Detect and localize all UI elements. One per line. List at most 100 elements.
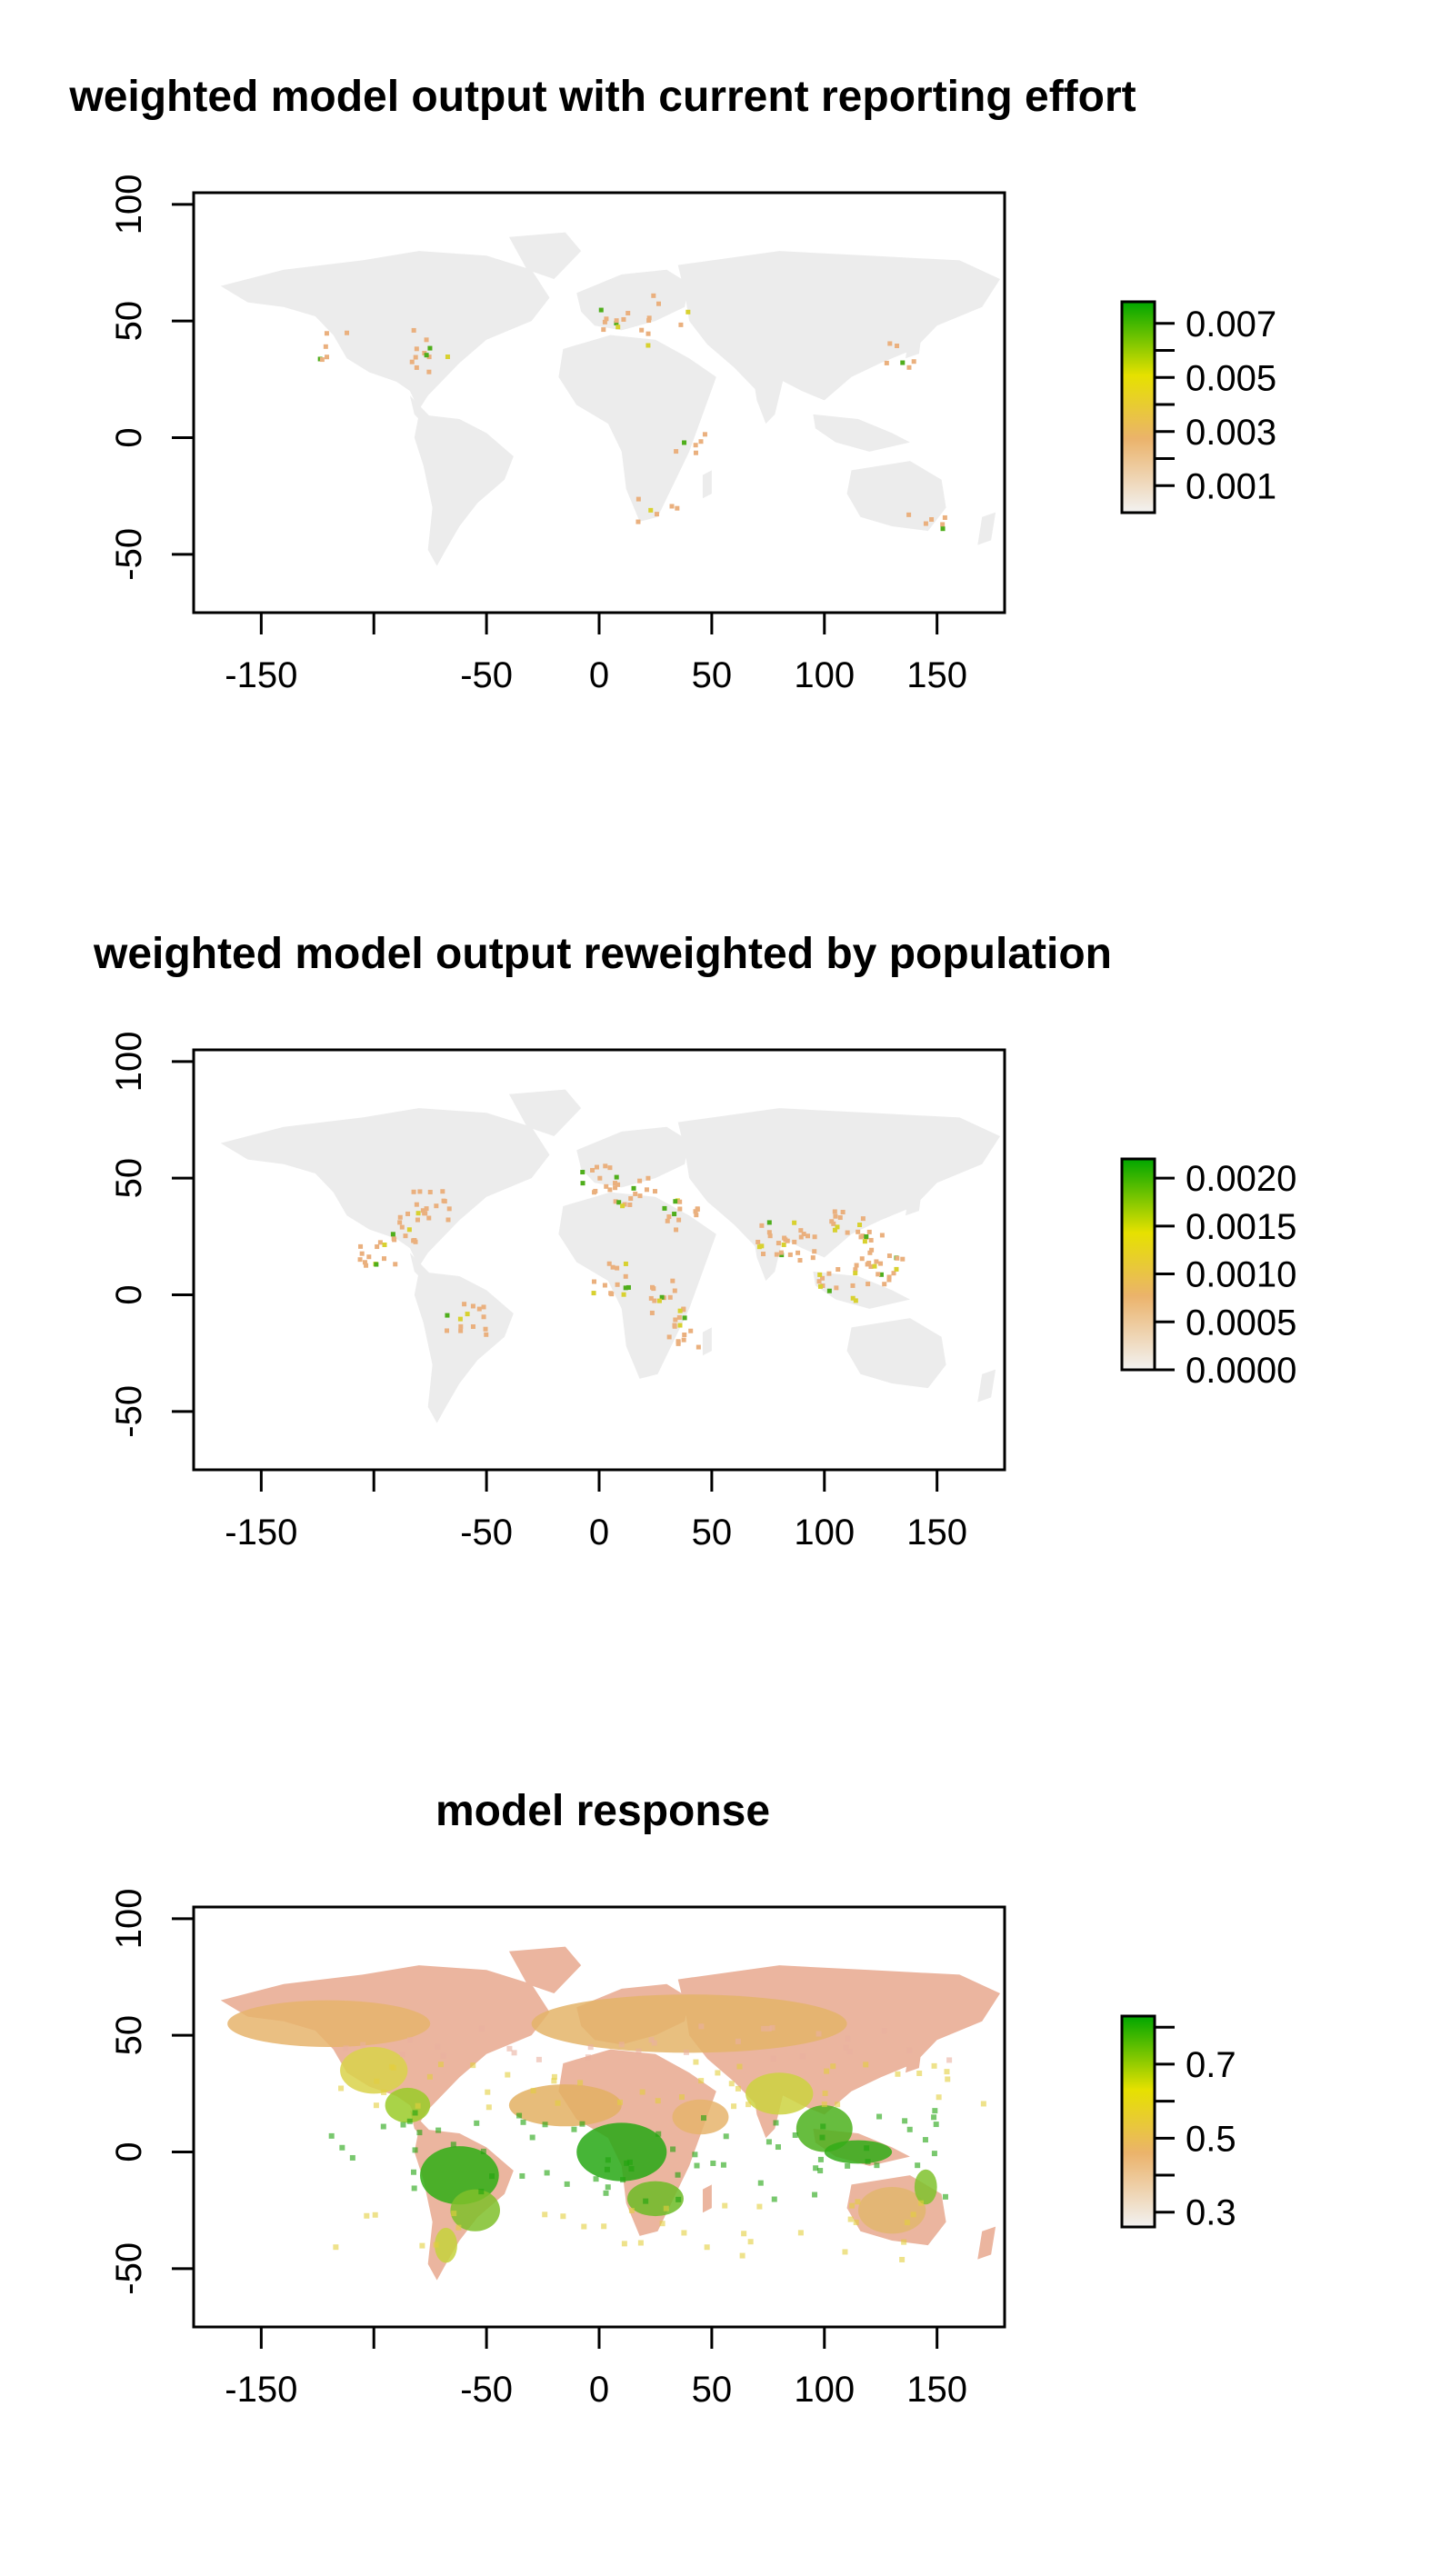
y-tick-label: 100	[109, 1888, 149, 1949]
response-patch	[450, 2189, 500, 2232]
response-pixel	[842, 2249, 848, 2255]
response-pixel	[916, 2070, 923, 2076]
response-pixel	[626, 2159, 633, 2165]
y-tick-label: 50	[109, 2015, 149, 2056]
hotspot-pixel	[324, 331, 329, 336]
hotspot-pixel	[850, 1295, 856, 1301]
legend: 0.0000 0.0005 0.0010 0.0015 0.0020	[1120, 1157, 1296, 1391]
response-pixel	[849, 2202, 856, 2209]
hotspot-pixel	[787, 1252, 793, 1257]
response-pixel	[775, 2144, 781, 2151]
hotspot-pixel	[607, 1165, 613, 1171]
hotspot-pixel	[652, 1298, 657, 1303]
response-pixel	[845, 2162, 851, 2169]
response-pixel	[817, 2156, 824, 2162]
hotspot-pixel	[874, 1259, 879, 1264]
hotspot-pixel	[653, 1189, 658, 1194]
hotspot-pixel	[411, 327, 416, 333]
response-pixel	[374, 2078, 380, 2084]
response-pixel	[433, 2242, 439, 2248]
hotspot-pixel	[445, 1328, 450, 1333]
response-pixel	[865, 2159, 871, 2165]
hotspot-pixel	[878, 1261, 884, 1266]
chart-panel-3: model response -150 -50 0 50 100 150 100 50 0 -50 0…	[109, 1787, 1236, 2410]
hotspot-pixel	[615, 1282, 620, 1287]
hotspot-pixel	[623, 1285, 628, 1291]
hotspot-pixel	[826, 1288, 832, 1293]
response-pixel	[720, 2162, 726, 2168]
hotspot-pixel	[674, 449, 679, 454]
hotspot-pixel	[832, 1209, 837, 1214]
hotspot-pixel	[810, 1255, 816, 1261]
hotspot-pixel	[778, 1250, 784, 1255]
hotspot-pixel	[646, 318, 652, 324]
response-pixel	[412, 2147, 418, 2153]
hotspot-pixel	[590, 1167, 595, 1173]
response-pixel	[579, 2121, 585, 2127]
response-pixel	[655, 2098, 661, 2104]
hotspot-pixel	[614, 318, 619, 324]
hotspot-pixel	[756, 1244, 762, 1250]
hotspot-pixel	[648, 507, 654, 513]
chart-panel-2: weighted model output reweighted by popu…	[93, 930, 1296, 1553]
hotspot-pixel	[458, 1323, 464, 1329]
hotspot-pixel	[886, 1274, 892, 1280]
response-pixel	[792, 2132, 798, 2138]
response-pixel	[551, 2078, 557, 2084]
hotspot-pixel	[878, 1272, 884, 1277]
hotspot-pixel	[620, 1203, 625, 1209]
response-pixel	[820, 2123, 826, 2130]
response-pixel	[601, 2223, 607, 2230]
hotspot-pixel	[834, 1285, 839, 1291]
response-pixel	[816, 2031, 822, 2037]
hotspot-pixel	[845, 1230, 850, 1235]
response-pixel	[678, 2094, 685, 2101]
legend-tick-label: 0.001	[1186, 466, 1276, 506]
x-tick-label: 150	[906, 2370, 967, 2410]
response-pixel	[715, 2070, 721, 2076]
response-pixel	[704, 2244, 710, 2251]
response-patch	[340, 2047, 408, 2094]
chart-title: weighted model output reweighted by popu…	[93, 930, 1112, 978]
hotspot-pixel	[695, 1344, 701, 1350]
response-pixel	[505, 2072, 511, 2078]
x-tick-label: -150	[225, 655, 297, 695]
response-pixel	[899, 2256, 906, 2262]
panels: weighted model output with current repor…	[68, 73, 1296, 2410]
hotspot-pixel	[812, 1234, 817, 1240]
land-mass	[220, 1089, 1001, 1423]
hotspot-pixel	[413, 354, 418, 360]
response-pixel	[819, 2134, 826, 2141]
hotspot-pixel	[672, 1288, 677, 1293]
hotspot-pixel	[866, 1229, 872, 1234]
hotspot-pixel	[798, 1234, 804, 1240]
hotspot-pixel	[406, 1227, 412, 1233]
hotspot-pixel	[835, 1224, 840, 1230]
response-pixel	[846, 2048, 853, 2054]
hotspot-pixel	[645, 331, 651, 336]
hotspot-pixel	[594, 1164, 599, 1170]
hotspot-pixel	[693, 450, 698, 455]
response-pixel	[876, 2113, 883, 2120]
hotspot-pixel	[345, 330, 350, 335]
hotspot-pixel	[470, 1323, 475, 1329]
hotspot-pixel	[445, 1313, 450, 1318]
x-tick-label: 50	[692, 655, 733, 695]
response-pixel	[360, 2042, 366, 2048]
response-pixel	[915, 2162, 921, 2169]
hotspot-pixel	[420, 1208, 425, 1213]
legend-tick-label: 0.0000	[1186, 1351, 1296, 1391]
legend-tick-label: 0.0020	[1186, 1159, 1296, 1199]
legend-tick-label: 0.7	[1186, 2045, 1236, 2085]
hotspot-pixel	[666, 1334, 672, 1340]
hotspot-pixel	[323, 344, 328, 349]
response-pixel	[698, 2023, 705, 2030]
hotspot-pixel	[374, 1262, 379, 1267]
hotspot-pixel	[357, 1257, 363, 1263]
hotspot-pixel	[857, 1223, 863, 1228]
hotspot-pixel	[940, 526, 946, 532]
response-pixel	[853, 2219, 859, 2225]
hotspot-pixel	[882, 1282, 887, 1287]
hotspot-pixel	[866, 1282, 871, 1287]
response-pixel	[470, 2062, 476, 2069]
